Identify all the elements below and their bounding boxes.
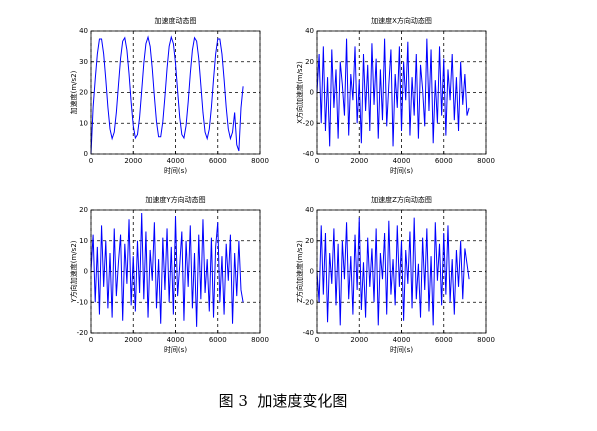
chart-title: 加速度Z方向动态图 (371, 195, 432, 204)
y-tick-label: -40 (303, 329, 314, 337)
y-tick-label: 20 (79, 206, 88, 214)
data-line (90, 213, 244, 327)
x-axis-label: 时间(s) (390, 166, 413, 175)
x-tick-label: 2000 (350, 157, 368, 165)
x-tick-label: 4000 (393, 336, 411, 344)
x-tick-label: 4000 (393, 157, 411, 165)
axes-frame (90, 30, 261, 155)
y-axis-label: Z方向加速度(m/s2) (295, 240, 304, 303)
chart-title: 加速度X方向动态图 (371, 16, 432, 25)
y-axis-label: 加速度(m/s2) (69, 70, 78, 114)
caption: 图 3 加速度变化图 (219, 392, 348, 410)
y-tick-label: 20 (305, 237, 314, 245)
y-tick-label: 30 (79, 58, 88, 66)
data-line (316, 217, 470, 326)
y-tick-label: -20 (77, 329, 88, 337)
axes-frame (316, 209, 487, 334)
chart-title: 加速度动态图 (155, 16, 197, 25)
x-axis-label: 时间(s) (390, 345, 413, 354)
x-tick-label: 4000 (167, 157, 185, 165)
data-line (90, 35, 244, 155)
x-tick-label: 0 (315, 336, 319, 344)
y-tick-label: 10 (79, 119, 88, 127)
y-tick-label: 40 (79, 27, 88, 35)
x-tick-label: 6000 (435, 157, 453, 165)
x-tick-label: 2000 (124, 157, 142, 165)
y-tick-label: 10 (79, 237, 88, 245)
y-tick-label: 0 (310, 268, 314, 276)
axes-frame (316, 30, 487, 155)
x-tick-label: 6000 (435, 336, 453, 344)
x-tick-label: 8000 (477, 157, 495, 165)
y-tick-label: 40 (305, 27, 314, 35)
y-tick-label: -20 (303, 119, 314, 127)
x-axis-label: 时间(s) (164, 345, 187, 354)
chart-title: 加速度Y方向动态图 (145, 195, 205, 204)
x-tick-label: 4000 (167, 336, 185, 344)
x-tick-label: 2000 (350, 336, 368, 344)
x-tick-label: 8000 (251, 157, 269, 165)
x-tick-label: 6000 (209, 157, 227, 165)
data-line (316, 38, 470, 147)
x-tick-label: 0 (89, 157, 93, 165)
x-axis-label: 时间(s) (164, 166, 187, 175)
x-tick-label: 8000 (251, 336, 269, 344)
x-tick-label: 0 (315, 157, 319, 165)
y-tick-label: 20 (305, 58, 314, 66)
y-tick-label: 40 (305, 206, 314, 214)
y-tick-label: 0 (84, 268, 88, 276)
y-tick-label: 0 (310, 89, 314, 97)
axes-frame (90, 209, 261, 334)
x-tick-label: 0 (89, 336, 93, 344)
y-axis-label: Y方向加速度(m/s2) (69, 240, 78, 303)
y-tick-label: 20 (79, 89, 88, 97)
y-tick-label: -10 (77, 298, 88, 306)
x-tick-label: 2000 (124, 336, 142, 344)
y-tick-label: -40 (303, 150, 314, 158)
x-tick-label: 6000 (209, 336, 227, 344)
y-tick-label: 0 (84, 150, 88, 158)
x-tick-label: 8000 (477, 336, 495, 344)
y-axis-label: X方向加速度(m/s2) (295, 61, 304, 124)
y-tick-label: -20 (303, 298, 314, 306)
